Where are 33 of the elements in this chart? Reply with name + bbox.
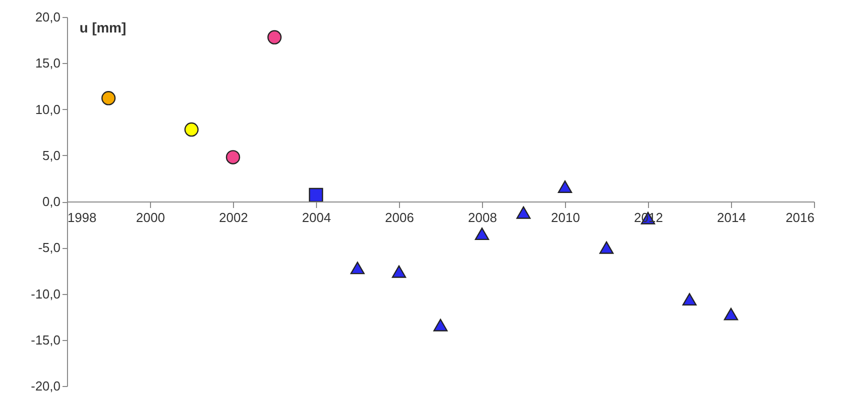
point bbox=[101, 91, 116, 106]
y-tick-label: -20,0 bbox=[30, 378, 60, 394]
point bbox=[433, 318, 448, 332]
point bbox=[516, 206, 531, 219]
point bbox=[599, 241, 614, 254]
y-tick-label: 5,0 bbox=[42, 148, 60, 163]
point bbox=[682, 293, 697, 306]
point bbox=[350, 262, 365, 274]
y-axis-title: u [mm] bbox=[80, 20, 126, 36]
x-tick-label: 2014 bbox=[717, 210, 746, 225]
point bbox=[392, 265, 406, 278]
x-tick-label: 2002 bbox=[219, 210, 248, 225]
point bbox=[184, 122, 199, 137]
x-tick-label: 2010 bbox=[551, 210, 580, 225]
point bbox=[308, 188, 324, 202]
point bbox=[226, 150, 240, 164]
point bbox=[474, 228, 490, 240]
point bbox=[724, 308, 738, 320]
x-tick-label: 1998 bbox=[68, 210, 96, 225]
y-tick-label: -5,0 bbox=[38, 240, 60, 256]
point bbox=[267, 30, 282, 44]
y-tick-label: 10,0 bbox=[35, 102, 60, 117]
x-tick-label: 2008 bbox=[468, 210, 497, 225]
y-tick-label: 0,0 bbox=[42, 194, 60, 209]
point bbox=[558, 180, 572, 193]
y-tick-label: 15,0 bbox=[35, 56, 60, 71]
y-tick-label: -10,0 bbox=[30, 286, 60, 302]
x-tick-label: 2016 bbox=[786, 210, 814, 225]
x-tick-label: 2004 bbox=[302, 210, 331, 225]
x-tick-label: 2000 bbox=[136, 210, 165, 225]
x-tick-label: 2006 bbox=[385, 210, 414, 225]
y-tick-label: 20,0 bbox=[35, 10, 60, 24]
y-tick-label: -15,0 bbox=[30, 332, 60, 348]
